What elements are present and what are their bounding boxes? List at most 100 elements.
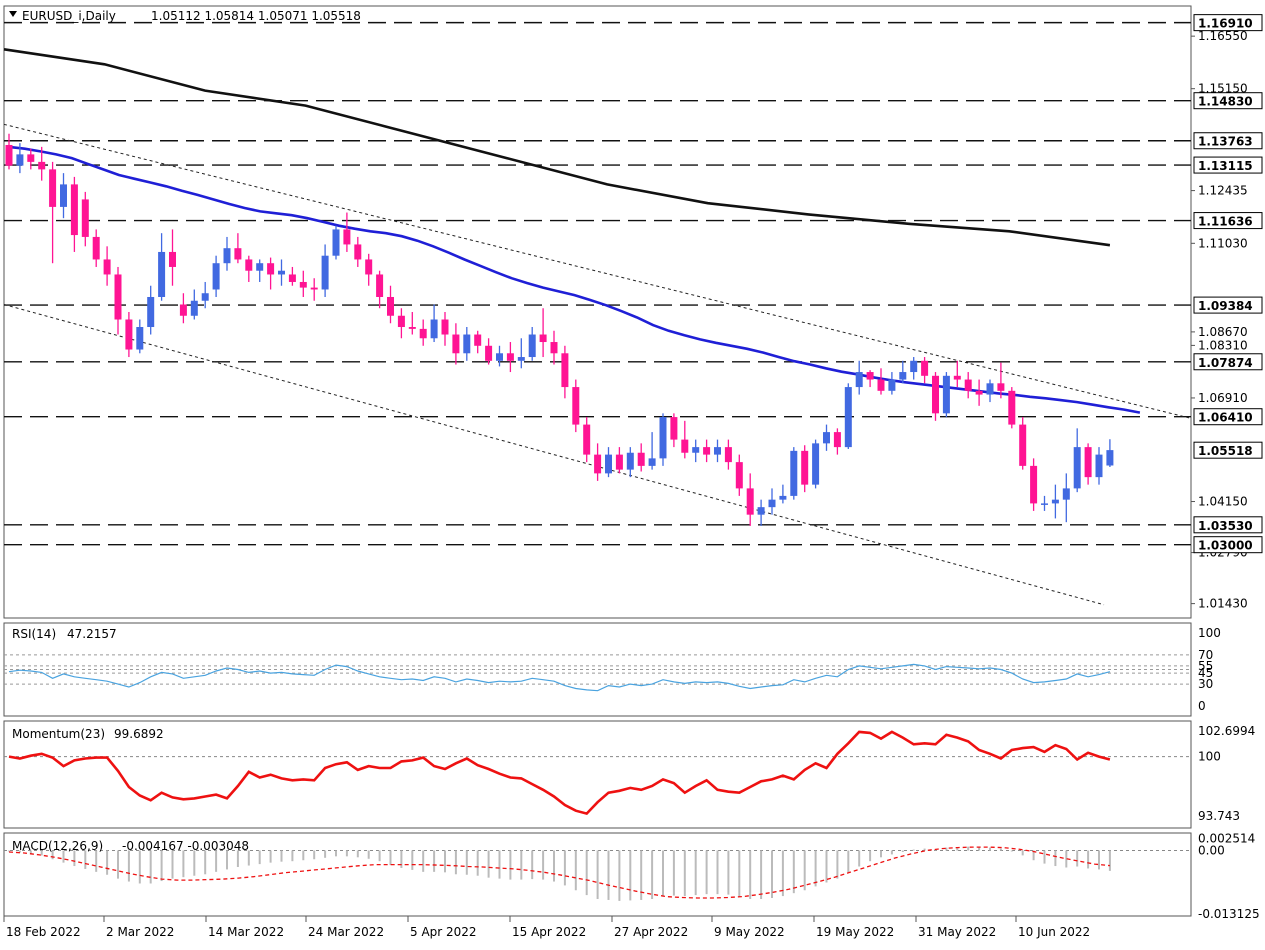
candle-body: [1019, 424, 1027, 466]
candle-body: [397, 315, 405, 328]
candle-body: [1051, 499, 1059, 504]
candle-body: [136, 327, 144, 350]
level-box: [1193, 212, 1263, 230]
rsi-tick-label: 100: [1198, 626, 1221, 640]
candle-body: [997, 383, 1005, 391]
rsi-tick-label: 70: [1198, 648, 1213, 662]
candle-body: [60, 184, 67, 207]
rsi-tick-label: 55: [1198, 659, 1213, 673]
macd-tick-label: -0.013125: [1198, 907, 1260, 921]
candle-body: [169, 251, 176, 267]
rsi-line: [8, 663, 1111, 692]
candle-body: [637, 452, 645, 466]
candle-body: [190, 300, 198, 316]
macd-tick-label: 0.002514: [1198, 831, 1255, 845]
rsi-value: 47.2157: [67, 627, 117, 641]
candle-body: [147, 296, 155, 328]
candle-body: [310, 287, 318, 290]
candle-body: [735, 462, 743, 489]
candle-body: [583, 424, 591, 455]
candle-body: [212, 263, 220, 290]
candle-body: [877, 379, 885, 391]
price-tick-label: 1.11030: [1198, 236, 1248, 250]
candle-body: [1084, 447, 1092, 478]
candle-body: [1095, 454, 1103, 478]
candle-body: [387, 296, 394, 316]
candle-body: [932, 375, 939, 414]
candle-body: [234, 248, 242, 260]
candle-body: [953, 375, 961, 380]
level-box: [1193, 441, 1263, 459]
candle-body: [648, 458, 656, 466]
dropdown-triangle-icon[interactable]: [9, 11, 17, 17]
level-box: [1193, 92, 1263, 110]
time-axis: 18 Feb 2022 2 Mar 2022 14 Mar 2022 24 Mar 2…: [3, 916, 1090, 939]
candle-body: [823, 432, 830, 444]
moving-averages: [3, 48, 1141, 414]
candle-body: [561, 353, 569, 388]
candle-body: [158, 251, 166, 297]
candle-body: [539, 334, 547, 343]
level-label: 1.11636: [1198, 215, 1253, 229]
candle-body: [1041, 503, 1048, 505]
level-label: 1.16910: [1198, 17, 1253, 31]
momentum-tick-label: 102.6994: [1198, 724, 1255, 738]
candle-body: [299, 281, 307, 288]
candle-body: [1062, 488, 1070, 500]
price-axis: 1.16550 1.15150 1.12435 1.11030 1.086701.083…: [1191, 14, 1263, 611]
ma-slow-line: [3, 48, 1111, 247]
momentum-tick-label: 93.743: [1198, 809, 1240, 823]
momentum-pane[interactable]: [3, 720, 1192, 829]
candle-body: [256, 263, 264, 271]
candle-body: [365, 259, 373, 275]
candle-body: [27, 154, 35, 162]
time-tick-label: 14 Mar 2022: [208, 925, 284, 939]
momentum-value: 99.6892: [114, 727, 164, 741]
candle-body: [419, 328, 427, 339]
candle-body: [910, 360, 918, 373]
level-box: [1193, 14, 1263, 32]
candle-body: [1008, 390, 1016, 425]
candle-body: [376, 274, 384, 297]
candle-body: [942, 375, 950, 414]
price-tick-label: 1.08310: [1198, 338, 1248, 352]
price-tick-label: 1.06910: [1198, 391, 1248, 405]
candle-body: [332, 229, 340, 256]
candle-body: [452, 334, 460, 354]
candle-body: [70, 184, 78, 236]
channel-lower-line: [3, 304, 1105, 606]
candle-body: [790, 450, 798, 496]
candle-body: [921, 360, 929, 376]
time-tick-label: 31 May 2022: [918, 925, 996, 939]
candle-body: [1030, 465, 1038, 504]
candle-body: [844, 387, 852, 448]
candle-body: [1106, 450, 1114, 466]
candle-body: [16, 154, 24, 166]
candle-body: [605, 454, 612, 474]
time-tick-label: 5 Apr 2022: [410, 925, 477, 939]
candle-body: [5, 144, 13, 166]
level-label: 1.13115: [1198, 159, 1253, 173]
candle-body: [288, 274, 296, 282]
level-label: 1.03530: [1198, 519, 1253, 533]
candle-body: [866, 372, 874, 380]
candle-body: [692, 447, 700, 453]
rsi-tick-label: 30: [1198, 677, 1213, 691]
time-tick-label: 9 May 2022: [714, 925, 785, 939]
candle-body: [354, 244, 362, 260]
macd-pane[interactable]: [3, 832, 1192, 917]
level-label: 1.03000: [1198, 539, 1253, 553]
macd-title: MACD(12,26,9): [12, 839, 103, 853]
candle-body: [496, 353, 503, 361]
candle-body: [594, 454, 602, 474]
candle-body: [179, 304, 187, 316]
price-pane[interactable]: [3, 5, 1192, 619]
level-label: 1.14830: [1198, 95, 1253, 109]
candle-body: [659, 417, 667, 459]
candle-body: [408, 327, 416, 329]
candle-body: [779, 495, 787, 500]
price-tick-label: 1.16550: [1198, 29, 1248, 43]
macd-values: -0.004167 -0.003048: [122, 839, 249, 853]
